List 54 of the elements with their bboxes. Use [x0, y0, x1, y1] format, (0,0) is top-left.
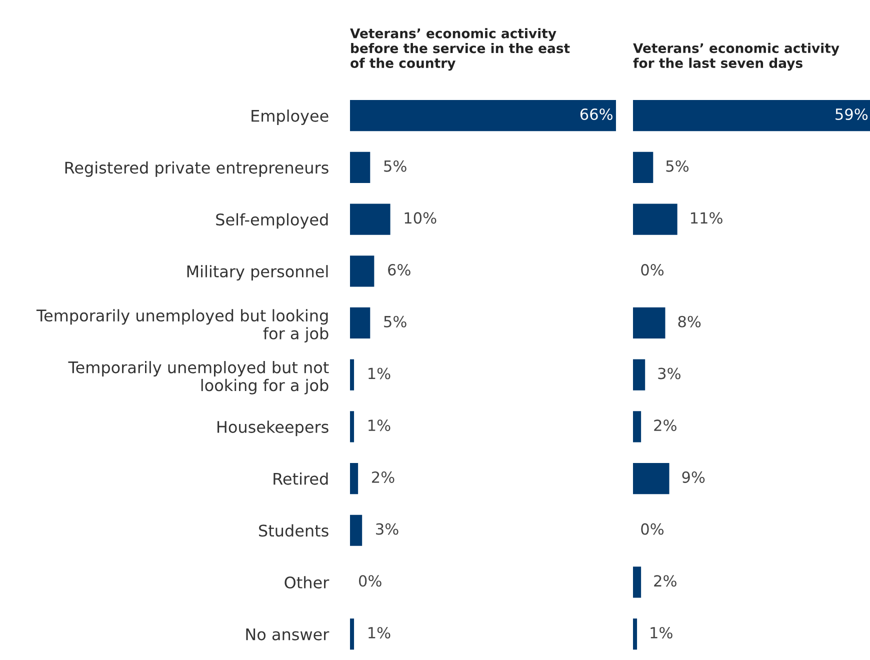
bar	[633, 204, 678, 235]
y-tick-label: No answer	[246, 628, 330, 640]
bar	[633, 411, 642, 442]
y-tick-label: Retired	[274, 472, 328, 485]
data-label: 2%	[654, 575, 676, 587]
bar	[350, 256, 374, 287]
data-label: 11%	[690, 212, 722, 224]
bar	[350, 307, 370, 339]
data-label: 8%	[678, 316, 701, 328]
data-label: 2%	[654, 420, 676, 432]
data-label: 6%	[388, 264, 410, 276]
y-tick-label: Temporarily unemployed but not looking for a job	[68, 361, 329, 394]
bar	[350, 462, 358, 494]
bar	[350, 100, 616, 132]
y-tick-label: Registered private entrepreneurs	[65, 161, 328, 177]
data-label: 0%	[358, 575, 382, 587]
bar	[633, 359, 646, 390]
data-label: 0%	[641, 523, 664, 535]
bar	[633, 618, 638, 650]
data-label: 59%	[836, 108, 868, 120]
data-label: 5%	[384, 316, 406, 328]
bar	[633, 152, 654, 183]
bar	[350, 514, 362, 546]
data-label: 3%	[658, 368, 680, 380]
data-label: 1%	[368, 626, 390, 639]
data-label: 1%	[368, 368, 390, 380]
data-label: 1%	[650, 626, 672, 639]
data-label: 1%	[368, 420, 390, 432]
data-label: 3%	[376, 523, 398, 535]
bar	[350, 204, 390, 235]
data-label: 10%	[404, 212, 436, 224]
bar	[633, 462, 670, 494]
bar	[350, 618, 354, 650]
y-tick-label: Self-employed	[216, 213, 328, 229]
bar	[350, 411, 354, 442]
data-label: 5%	[384, 160, 406, 172]
bar	[350, 359, 354, 390]
bar	[350, 152, 370, 183]
y-tick-label: Other	[284, 576, 330, 589]
y-tick-label: Military personnel	[187, 265, 328, 281]
y-tick-label: Employee	[252, 110, 328, 125]
chart-title: Veterans’ economic activity for the last seven days	[633, 42, 840, 71]
bar	[633, 307, 666, 339]
data-label: 2%	[372, 471, 394, 483]
bar	[633, 100, 870, 132]
bar	[633, 566, 642, 598]
data-label: 0%	[641, 264, 664, 276]
data-label: 9%	[682, 471, 705, 483]
data-label: 66%	[580, 108, 612, 120]
data-label: 5%	[666, 160, 689, 172]
y-tick-label: Housekeepers	[218, 420, 328, 436]
y-tick-label: Temporarily unemployed but looking for a job	[36, 309, 328, 343]
chart-title: Veterans’ economic activity before the service in the east of the country	[350, 28, 570, 71]
y-tick-label: Students	[259, 524, 328, 537]
